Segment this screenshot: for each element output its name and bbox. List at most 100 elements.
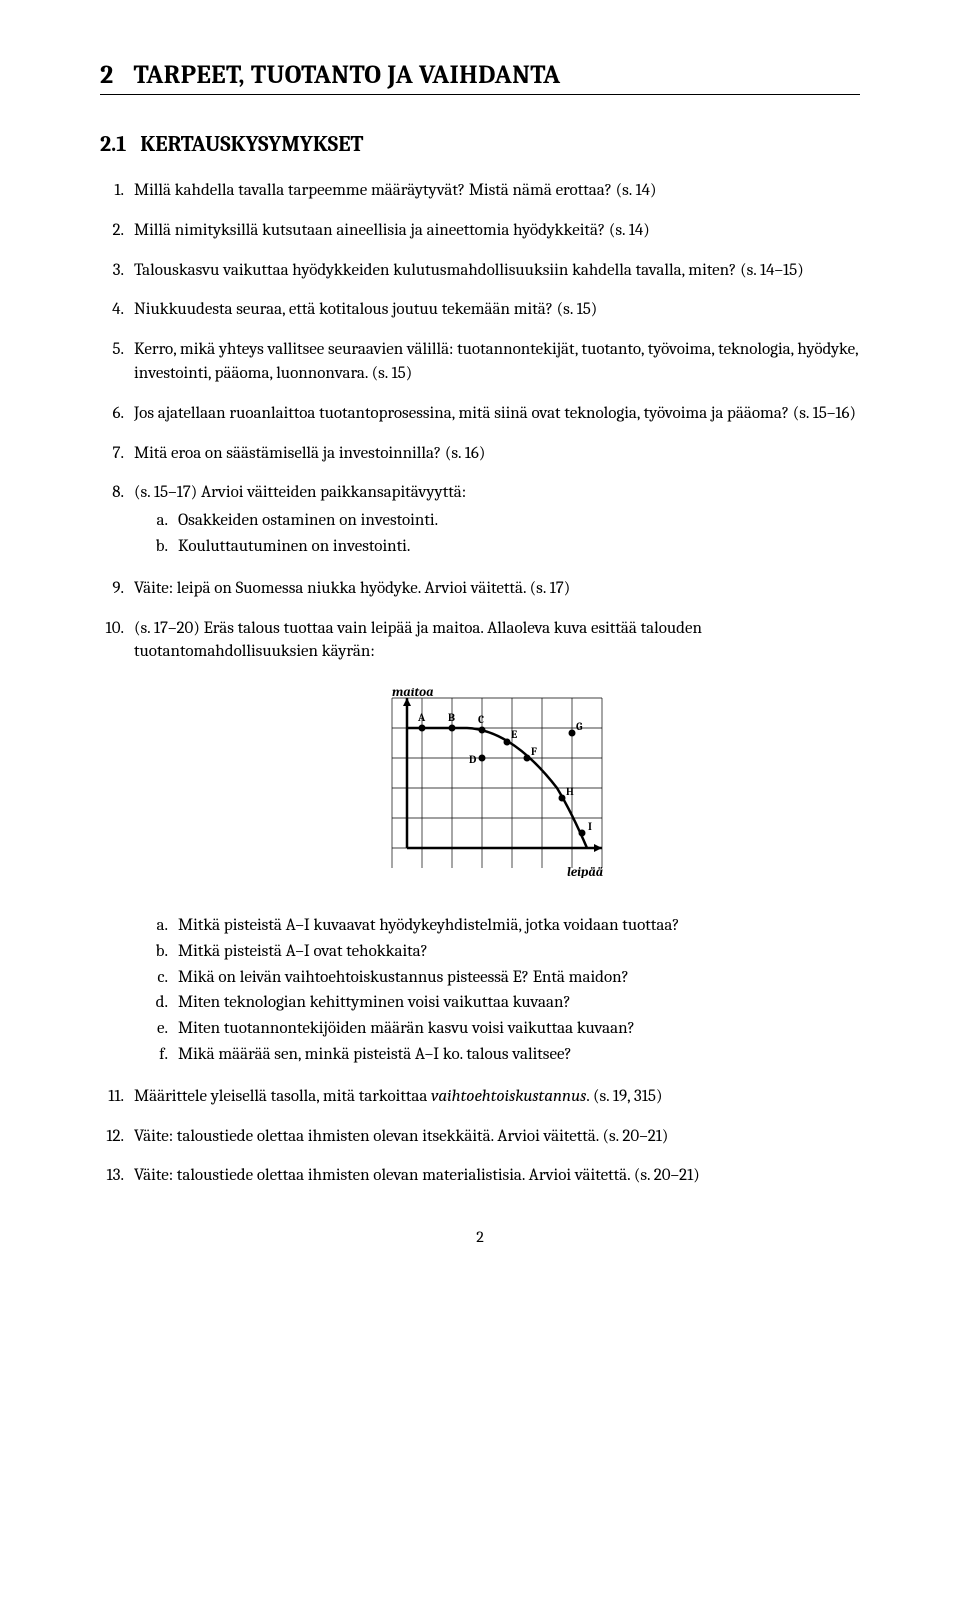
svg-text:maitoa: maitoa xyxy=(392,688,434,700)
question-number: 9. xyxy=(100,577,134,601)
question-body: Millä nimityksillä kutsutaan aineellisia… xyxy=(134,219,860,243)
sub-item-letter: f. xyxy=(134,1043,178,1067)
question-item: 11.Määrittele yleisellä tasolla, mitä ta… xyxy=(100,1085,860,1109)
question-number: 12. xyxy=(100,1125,134,1149)
question-item: 13.Väite: taloustiede olettaa ihmisten o… xyxy=(100,1164,860,1188)
ppf-figure: A B C D E F G H Imaitoa leipää xyxy=(134,688,860,886)
sub-list: a.Osakkeiden ostaminen on investointi.b.… xyxy=(134,509,860,559)
question-body: (s. 15–17) Arvioi väitteiden paikkansapi… xyxy=(134,481,860,560)
sub-item-letter: a. xyxy=(134,914,178,938)
svg-text:A: A xyxy=(417,711,426,724)
sub-item-letter: a. xyxy=(134,509,178,533)
sub-item: f.Mikä määrää sen, minkä pisteistä A–I k… xyxy=(134,1043,860,1067)
section-number: 2.1 xyxy=(100,131,126,157)
svg-text:C: C xyxy=(478,713,484,726)
sub-item-text: Mikä on leivän vaihtoehtoiskustannus pis… xyxy=(178,966,860,990)
question-text-after: . (s. 19, 315) xyxy=(586,1087,662,1106)
question-text: Kerro, mikä yhteys vallitsee seuraavien … xyxy=(134,340,858,383)
section-title-text: KERTAUSKYSYMYKSET xyxy=(140,131,363,157)
question-number: 10. xyxy=(100,617,134,1069)
chapter-title: 2 TARPEET, TUOTANTO JA VAIHDANTA xyxy=(100,60,860,90)
question-body: Mitä eroa on säästämisellä ja investoinn… xyxy=(134,442,860,466)
question-number: 11. xyxy=(100,1085,134,1109)
sub-item-text: Kouluttautuminen on investointi. xyxy=(178,535,860,559)
sub-item-text: Mitkä pisteistä A–I kuvaavat hyödykeyhdi… xyxy=(178,914,860,938)
svg-text:G: G xyxy=(576,720,583,733)
question-item: 6.Jos ajatellaan ruoanlaittoa tuotantopr… xyxy=(100,402,860,426)
question-body: Väite: leipä on Suomessa niukka hyödyke.… xyxy=(134,577,860,601)
question-number: 3. xyxy=(100,259,134,283)
question-text: Jos ajatellaan ruoanlaittoa tuotantopros… xyxy=(134,404,856,423)
question-text: Millä kahdella tavalla tarpeemme määräyt… xyxy=(134,181,657,200)
svg-text:H: H xyxy=(566,785,574,798)
sub-item-letter: b. xyxy=(134,940,178,964)
question-text: Millä nimityksillä kutsutaan aineellisia… xyxy=(134,221,650,240)
question-number: 4. xyxy=(100,298,134,322)
question-item: 1.Millä kahdella tavalla tarpeemme määrä… xyxy=(100,179,860,203)
italic-term: vaihtoehtoiskustannus xyxy=(431,1087,586,1106)
question-item: 12.Väite: taloustiede olettaa ihmisten o… xyxy=(100,1125,860,1149)
title-rule xyxy=(100,94,860,95)
sub-item-letter: e. xyxy=(134,1017,178,1041)
sub-item-letter: c. xyxy=(134,966,178,990)
sub-list: a.Mitkä pisteistä A–I kuvaavat hyödykeyh… xyxy=(134,914,860,1067)
question-text: Määrittele yleisellä tasolla, mitä tarko… xyxy=(134,1087,431,1106)
question-text: Niukkuudesta seuraa, että kotitalous jou… xyxy=(134,300,597,319)
question-list: 1.Millä kahdella tavalla tarpeemme määrä… xyxy=(100,179,860,1188)
svg-text:E: E xyxy=(511,728,517,741)
sub-item-letter: d. xyxy=(134,991,178,1015)
svg-text:B: B xyxy=(448,711,455,724)
sub-item-letter: b. xyxy=(134,535,178,559)
question-item: 8.(s. 15–17) Arvioi väitteiden paikkansa… xyxy=(100,481,860,560)
question-body: Väite: taloustiede olettaa ihmisten olev… xyxy=(134,1125,860,1149)
question-item: 4.Niukkuudesta seuraa, että kotitalous j… xyxy=(100,298,860,322)
question-text: Väite: taloustiede olettaa ihmisten olev… xyxy=(134,1127,668,1146)
question-body: Määrittele yleisellä tasolla, mitä tarko… xyxy=(134,1085,860,1109)
sub-item: c.Mikä on leivän vaihtoehtoiskustannus p… xyxy=(134,966,860,990)
question-item: 3.Talouskasvu vaikuttaa hyödykkeiden kul… xyxy=(100,259,860,283)
question-text: Mitä eroa on säästämisellä ja investoinn… xyxy=(134,444,485,463)
question-number: 7. xyxy=(100,442,134,466)
chapter-title-text: TARPEET, TUOTANTO JA VAIHDANTA xyxy=(133,60,560,90)
question-number: 5. xyxy=(100,338,134,386)
sub-item: e.Miten tuotannontekijöiden määrän kasvu… xyxy=(134,1017,860,1041)
sub-item-text: Mikä määrää sen, minkä pisteistä A–I ko.… xyxy=(178,1043,860,1067)
question-item: 2.Millä nimityksillä kutsutaan aineellis… xyxy=(100,219,860,243)
page-number: 2 xyxy=(100,1228,860,1246)
question-item: 9.Väite: leipä on Suomessa niukka hyödyk… xyxy=(100,577,860,601)
question-body: Niukkuudesta seuraa, että kotitalous jou… xyxy=(134,298,860,322)
sub-item-text: Miten teknologian kehittyminen voisi vai… xyxy=(178,991,860,1015)
question-number: 2. xyxy=(100,219,134,243)
sub-item: b.Mitkä pisteistä A–I ovat tehokkaita? xyxy=(134,940,860,964)
sub-item: b.Kouluttautuminen on investointi. xyxy=(134,535,860,559)
sub-item-text: Mitkä pisteistä A–I ovat tehokkaita? xyxy=(178,940,860,964)
question-number: 13. xyxy=(100,1164,134,1188)
question-item: 10.(s. 17–20) Eräs talous tuottaa vain l… xyxy=(100,617,860,1069)
question-body: Millä kahdella tavalla tarpeemme määräyt… xyxy=(134,179,860,203)
question-number: 6. xyxy=(100,402,134,426)
sub-item: a.Mitkä pisteistä A–I kuvaavat hyödykeyh… xyxy=(134,914,860,938)
section-title: 2.1 KERTAUSKYSYMYKSET xyxy=(100,131,860,157)
ppf-chart: A B C D E F G H Imaitoa leipää xyxy=(377,688,617,878)
chapter-number: 2 xyxy=(100,60,113,90)
svg-text:D: D xyxy=(469,753,477,766)
question-text: Talouskasvu vaikuttaa hyödykkeiden kulut… xyxy=(134,261,804,280)
svg-text:I: I xyxy=(588,820,592,833)
sub-item-text: Miten tuotannontekijöiden määrän kasvu v… xyxy=(178,1017,860,1041)
question-text: (s. 17–20) Eräs talous tuottaa vain leip… xyxy=(134,619,702,662)
question-body: Kerro, mikä yhteys vallitsee seuraavien … xyxy=(134,338,860,386)
svg-text:F: F xyxy=(531,745,537,758)
question-body: Väite: taloustiede olettaa ihmisten olev… xyxy=(134,1164,860,1188)
page: 2 TARPEET, TUOTANTO JA VAIHDANTA 2.1 KERTA… xyxy=(0,0,960,1296)
question-item: 5.Kerro, mikä yhteys vallitsee seuraavie… xyxy=(100,338,860,386)
question-item: 7.Mitä eroa on säästämisellä ja investoi… xyxy=(100,442,860,466)
question-number: 1. xyxy=(100,179,134,203)
sub-item: d.Miten teknologian kehittyminen voisi v… xyxy=(134,991,860,1015)
question-body: Jos ajatellaan ruoanlaittoa tuotantopros… xyxy=(134,402,860,426)
question-text: Väite: taloustiede olettaa ihmisten olev… xyxy=(134,1166,700,1185)
svg-text:leipää: leipää xyxy=(567,865,604,878)
question-body: (s. 17–20) Eräs talous tuottaa vain leip… xyxy=(134,617,860,1069)
sub-item: a.Osakkeiden ostaminen on investointi. xyxy=(134,509,860,533)
question-number: 8. xyxy=(100,481,134,560)
question-text: (s. 15–17) Arvioi väitteiden paikkansapi… xyxy=(134,483,466,502)
